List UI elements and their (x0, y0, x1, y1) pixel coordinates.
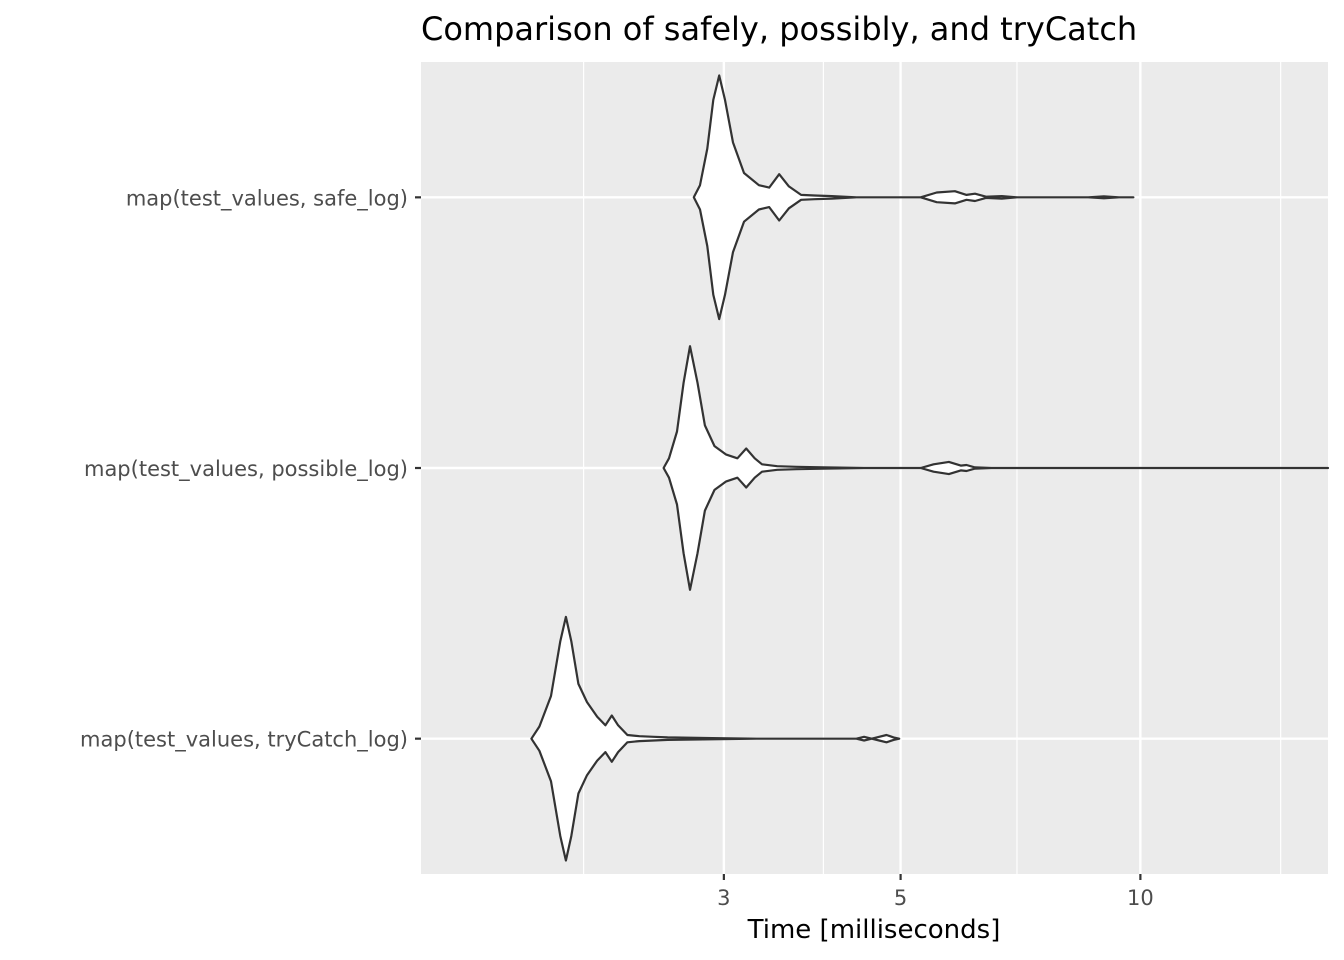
violin-2 (662, 345, 1330, 591)
x-axis-title: Time [milliseconds] (747, 915, 1001, 945)
y-axis: map(test_values, tryCatch_log) map(test_v… (80, 186, 421, 753)
chart-title: Comparison of safely, possibly, and tryC… (421, 10, 1137, 48)
x-tick-label: 5 (894, 886, 907, 910)
violin-3 (692, 74, 1135, 321)
x-tick-label: 3 (717, 886, 730, 910)
y-tick-label: map(test_values, safe_log) (126, 186, 408, 211)
y-tick-label: map(test_values, possible_log) (84, 457, 408, 482)
violins-group (530, 74, 1330, 862)
x-tick-label: 10 (1127, 886, 1154, 910)
y-tick-label: map(test_values, tryCatch_log) (80, 728, 408, 753)
x-axis: 3 5 10 (717, 874, 1154, 910)
violin-1 (530, 615, 901, 862)
